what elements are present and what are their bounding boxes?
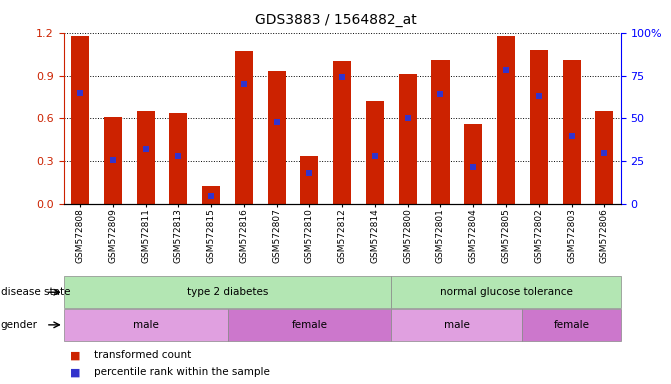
Bar (366, 101, 384, 204)
Text: GDS3883 / 1564882_at: GDS3883 / 1564882_at (254, 13, 417, 27)
Point (140, 146, 151, 152)
Text: type 2 diabetes: type 2 diabetes (187, 287, 268, 297)
Text: ■: ■ (70, 350, 81, 360)
Text: female: female (554, 320, 590, 330)
Bar (202, 186, 220, 204)
Bar (235, 51, 253, 204)
Point (337, 74, 348, 80)
Text: normal glucose tolerance: normal glucose tolerance (440, 287, 572, 297)
Bar (169, 113, 187, 204)
Text: percentile rank within the sample: percentile rank within the sample (94, 367, 270, 377)
Point (435, 91, 446, 98)
Point (271, 119, 282, 125)
Bar (431, 60, 450, 204)
Text: ■: ■ (70, 367, 81, 377)
Point (501, 67, 511, 73)
Point (173, 153, 184, 159)
Bar (137, 111, 154, 204)
Point (566, 132, 577, 139)
Text: disease state: disease state (1, 287, 70, 297)
Point (533, 93, 544, 99)
Bar (268, 71, 286, 204)
Bar (497, 35, 515, 204)
Bar (301, 156, 319, 204)
Bar (104, 117, 122, 204)
Bar (333, 61, 351, 204)
Point (206, 193, 217, 199)
Point (239, 81, 250, 87)
Point (370, 153, 380, 159)
Text: male: male (133, 320, 158, 330)
Bar (595, 111, 613, 204)
Text: gender: gender (1, 320, 38, 330)
Bar (399, 74, 417, 204)
Point (468, 164, 478, 170)
Point (403, 115, 413, 121)
Bar (464, 124, 482, 204)
Point (599, 150, 610, 156)
Point (107, 157, 118, 163)
Text: female: female (291, 320, 327, 330)
Point (304, 170, 315, 177)
Bar (530, 50, 548, 204)
Point (74, 89, 85, 96)
Text: transformed count: transformed count (94, 350, 191, 360)
Bar (562, 60, 580, 204)
Bar (71, 35, 89, 204)
Text: male: male (444, 320, 470, 330)
